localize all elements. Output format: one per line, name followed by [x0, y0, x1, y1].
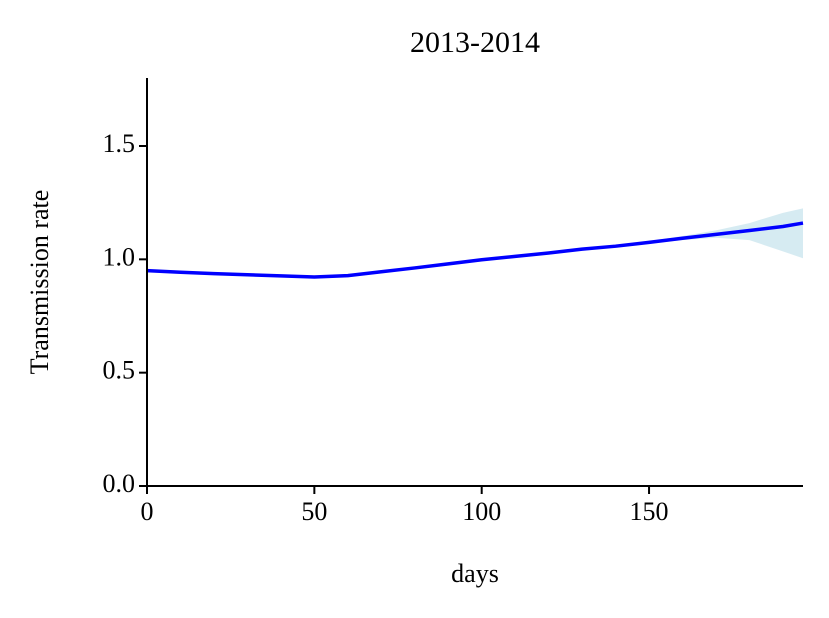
x-tick-label: 50 [301, 497, 327, 526]
x-tick-label: 150 [630, 497, 669, 526]
y-tick-label: 1.5 [103, 129, 136, 158]
confidence-band [147, 208, 803, 279]
y-tick-label: 1.0 [103, 242, 136, 271]
line [146, 221, 804, 279]
y-axis-label: Transmission rate [25, 190, 54, 375]
chart-title: 2013-2014 [410, 26, 540, 59]
x-tick-label: 0 [141, 497, 154, 526]
y-tick-label: 0.5 [103, 356, 136, 385]
x-axis-label: days [451, 559, 499, 588]
y-tick-label: 0.0 [103, 469, 136, 498]
x-tick-label: 100 [462, 497, 501, 526]
